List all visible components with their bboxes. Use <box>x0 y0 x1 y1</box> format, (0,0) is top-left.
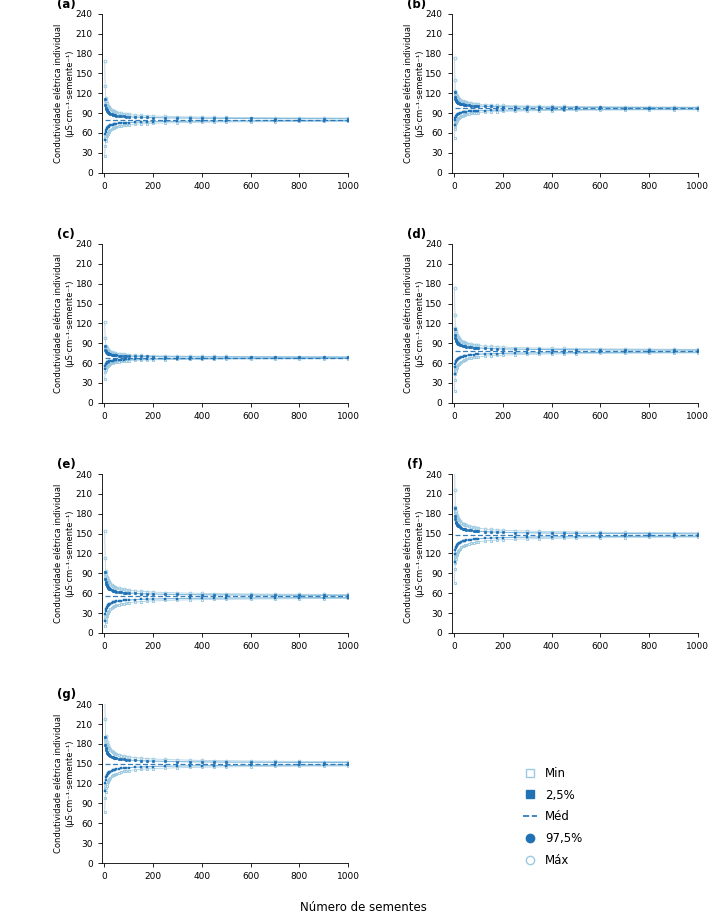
Y-axis label: Condutividade elétrica individual
(µS·cm⁻¹·semente⁻¹): Condutividade elétrica individual (µS·cm… <box>403 484 424 623</box>
Text: (c): (c) <box>57 228 75 241</box>
Y-axis label: Condutividade elétrica individual
(µS·cm⁻¹·semente⁻¹): Condutividade elétrica individual (µS·cm… <box>54 484 74 623</box>
Y-axis label: Condutividade elétrica individual
(µS·cm⁻¹·semente⁻¹): Condutividade elétrica individual (µS·cm… <box>54 23 74 162</box>
Text: (g): (g) <box>57 689 76 701</box>
Text: (b): (b) <box>407 0 426 11</box>
Text: (e): (e) <box>57 458 76 471</box>
Text: (d): (d) <box>407 228 426 241</box>
Text: Número de sementes: Número de sementes <box>300 901 427 914</box>
Text: (a): (a) <box>57 0 76 11</box>
Y-axis label: Condutividade elétrica individual
(µS·cm⁻¹·semente⁻¹): Condutividade elétrica individual (µS·cm… <box>403 23 424 162</box>
Text: (f): (f) <box>407 458 423 471</box>
Y-axis label: Condutividade elétrica individual
(µS·cm⁻¹·semente⁻¹): Condutividade elétrica individual (µS·cm… <box>403 254 424 393</box>
Y-axis label: Condutividade elétrica individual
(µS·cm⁻¹·semente⁻¹): Condutividade elétrica individual (µS·cm… <box>54 254 74 393</box>
Legend: Min, 2,5%, Méd, 97,5%, Máx: Min, 2,5%, Méd, 97,5%, Máx <box>523 767 582 867</box>
Y-axis label: Condutividade elétrica individual
(µS·cm⁻¹·semente⁻¹): Condutividade elétrica individual (µS·cm… <box>54 714 74 854</box>
